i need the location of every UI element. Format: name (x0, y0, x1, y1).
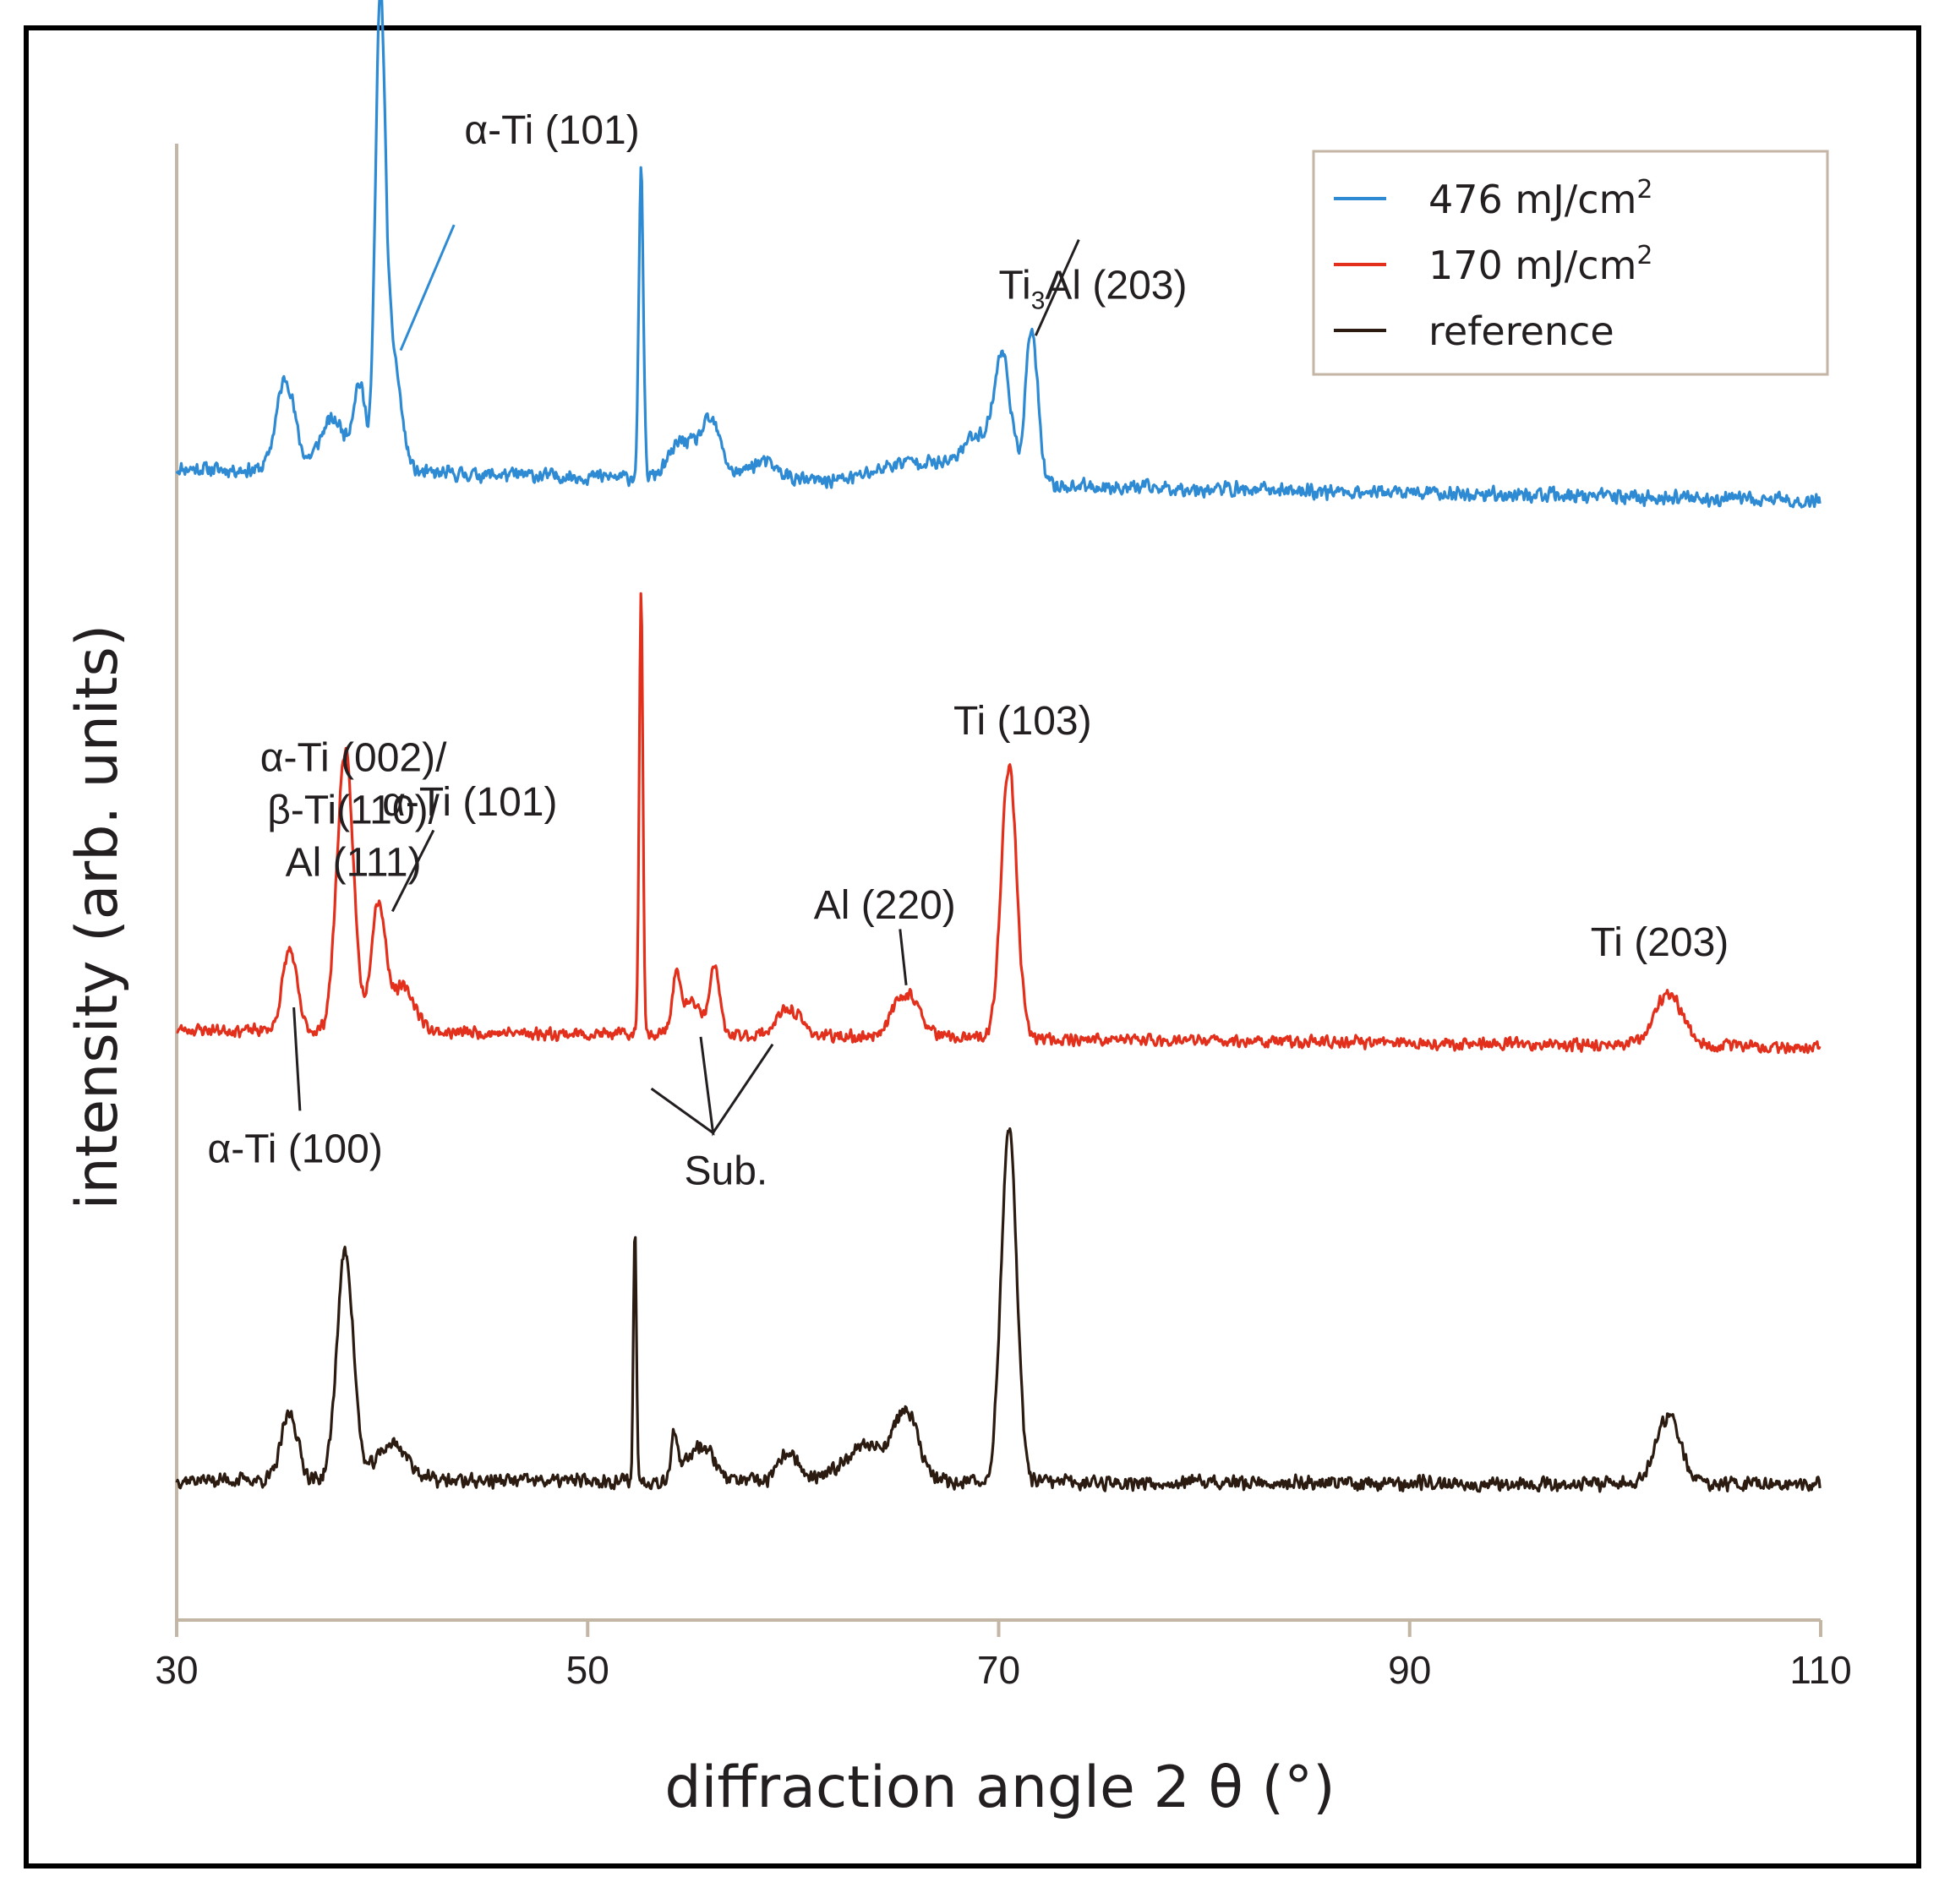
ann-a-ti-101-mid: α-Ti (101) (382, 780, 557, 913)
x-tick-label: 30 (155, 1648, 198, 1692)
ann-ti-103: Ti (103) (953, 699, 1092, 744)
legend-item-2: reference (1334, 308, 1614, 354)
ann-a-ti-101-top: α-Ti (101) (399, 108, 640, 352)
legend-item-0: 476 mJ/cm2 (1334, 175, 1653, 222)
annotation-label: Al (111) (286, 840, 422, 885)
ann-ti-203: Ti (203) (1591, 920, 1729, 965)
annotation-label: α-Ti (101) (382, 780, 557, 825)
ann-sub: Sub. (650, 1036, 774, 1194)
annotation-label: α-Ti (100) (207, 1127, 382, 1171)
ann-ti3al-203: Ti3Al (203) (999, 238, 1188, 336)
peak-annotations: α-Ti (101) Ti3Al (203) α-Ti (002)/ β-Ti(110… (207, 108, 1729, 1194)
legend: 476 mJ/cm2 170 mJ/cm2 reference (1312, 150, 1829, 376)
y-axis-title: intensity (arb. units) (64, 625, 131, 1210)
x-tick-label: 50 (566, 1648, 609, 1692)
annotation-pointer (650, 1036, 774, 1137)
annotation-label: α-Ti (002)/ (260, 735, 447, 780)
axes: 30 50 70 90 110 (155, 144, 1852, 1692)
annotation-pointer (292, 1007, 302, 1111)
annotation-label: Sub. (685, 1149, 768, 1194)
series-lines (175, 0, 1822, 1493)
series-line-0 (175, 0, 1822, 509)
x-axis-title: diffraction angle 2 θ (°) (664, 1754, 1335, 1821)
ann-a-ti-100: α-Ti (100) (207, 1007, 383, 1171)
annotation-label: Ti (103) (953, 699, 1092, 744)
legend-label: 476 mJ/cm2 (1428, 175, 1653, 222)
legend-item-1: 170 mJ/cm2 (1334, 241, 1653, 288)
annotation-pointer (1034, 238, 1080, 336)
legend-label: 170 mJ/cm2 (1428, 241, 1653, 288)
x-tick-label: 70 (977, 1648, 1020, 1692)
legend-label: reference (1428, 308, 1614, 354)
annotation-pointer (391, 829, 435, 913)
x-tick-label: 110 (1789, 1648, 1851, 1692)
annotation-label: Ti (203) (1591, 920, 1729, 965)
annotation-pointer (399, 224, 456, 352)
legend-box (1312, 150, 1829, 376)
ann-al-220: Al (220) (814, 883, 956, 985)
x-ticks: 30 50 70 90 110 (155, 1620, 1852, 1692)
annotation-pointer (899, 929, 908, 985)
annotation-label: β-Ti(110)/ (267, 788, 440, 832)
annotation-label: Al (220) (814, 883, 956, 928)
series-line-1 (176, 592, 1822, 1055)
ann-a-ti-002-stack: α-Ti (002)/ β-Ti(110)/ Al (111) (260, 735, 447, 885)
series-line-2 (175, 1127, 1822, 1493)
x-tick-label: 90 (1388, 1648, 1431, 1692)
annotation-label: α-Ti (101) (464, 108, 639, 153)
annotation-label: Ti3Al (203) (999, 263, 1188, 314)
